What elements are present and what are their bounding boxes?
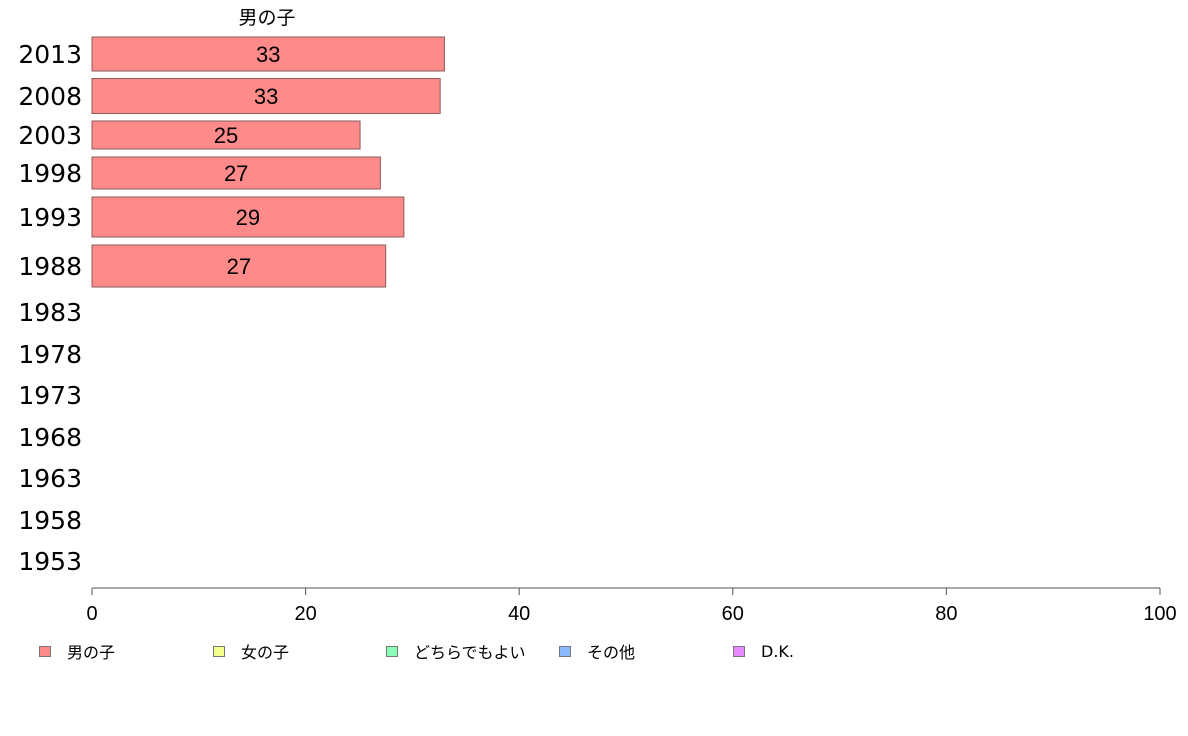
- y-tick-label: 1973: [18, 381, 82, 410]
- bar-value-label: 25: [214, 123, 238, 148]
- legend-swatch: [39, 645, 51, 657]
- bar-value-label: 27: [227, 254, 251, 279]
- bar-value-label: 27: [224, 161, 248, 186]
- y-tick-label: 1963: [18, 464, 82, 493]
- x-tick-label: 60: [722, 603, 744, 625]
- y-tick-label: 1983: [18, 298, 82, 327]
- legend-label: どちらでもよい: [414, 643, 526, 662]
- y-tick-label: 1978: [18, 340, 82, 369]
- legend-item: その他: [559, 641, 636, 662]
- bar: [91, 156, 381, 190]
- legend-item: 女の子: [213, 641, 290, 662]
- bar-value-labels: 33 33 25 27 29 27: [214, 42, 281, 279]
- y-tick-label: 1988: [18, 252, 82, 281]
- x-tick-label: 20: [294, 603, 316, 625]
- x-axis: 0 20 40 60 80 100: [86, 587, 1177, 625]
- bar-value-label: 33: [256, 42, 280, 67]
- bar: [91, 196, 405, 238]
- y-tick-label: 1968: [18, 423, 82, 452]
- x-tick-label: 80: [935, 603, 957, 625]
- legend-swatch: [213, 645, 225, 657]
- chart-title: 男の子: [238, 7, 295, 29]
- bar: [91, 78, 441, 114]
- y-tick-label: 2008: [18, 82, 82, 111]
- legend-item: どちらでもよい: [386, 641, 526, 662]
- bar-value-label: 29: [236, 205, 260, 230]
- legend-swatch: [733, 645, 745, 657]
- y-tick-label: 1958: [18, 506, 82, 535]
- y-axis-labels: 2013 2008 2003 1998 1993 1988 1983 1978 1973 1968…: [18, 40, 82, 576]
- legend-label: 男の子: [67, 643, 116, 662]
- bars: [91, 36, 445, 288]
- bar: [91, 244, 387, 288]
- legend: 男の子 女の子 どちらでもよい その他 D.K.: [0, 641, 1188, 665]
- y-tick-label: 1993: [18, 203, 82, 232]
- y-tick-label: 1998: [18, 159, 82, 188]
- x-tick-label: 100: [1143, 603, 1176, 625]
- x-tick-label: 0: [86, 603, 97, 625]
- bar-value-label: 33: [254, 84, 278, 109]
- bar: [91, 120, 361, 150]
- y-tick-label: 1953: [18, 547, 82, 576]
- legend-label: その他: [587, 643, 636, 662]
- bar-chart: 男の子 2013 2008 2003 1998 1993 1988 1983 1978 1973…: [18, 7, 1177, 625]
- bar: [91, 36, 445, 72]
- x-tick-label: 40: [508, 603, 530, 625]
- y-tick-label: 2013: [18, 40, 82, 69]
- legend-label: D.K.: [761, 641, 794, 661]
- legend-swatch: [386, 645, 398, 657]
- legend-item: D.K.: [733, 641, 794, 661]
- legend-item: 男の子: [39, 641, 116, 662]
- y-tick-label: 2003: [18, 121, 82, 150]
- legend-label: 女の子: [241, 643, 290, 662]
- legend-swatch: [559, 645, 571, 657]
